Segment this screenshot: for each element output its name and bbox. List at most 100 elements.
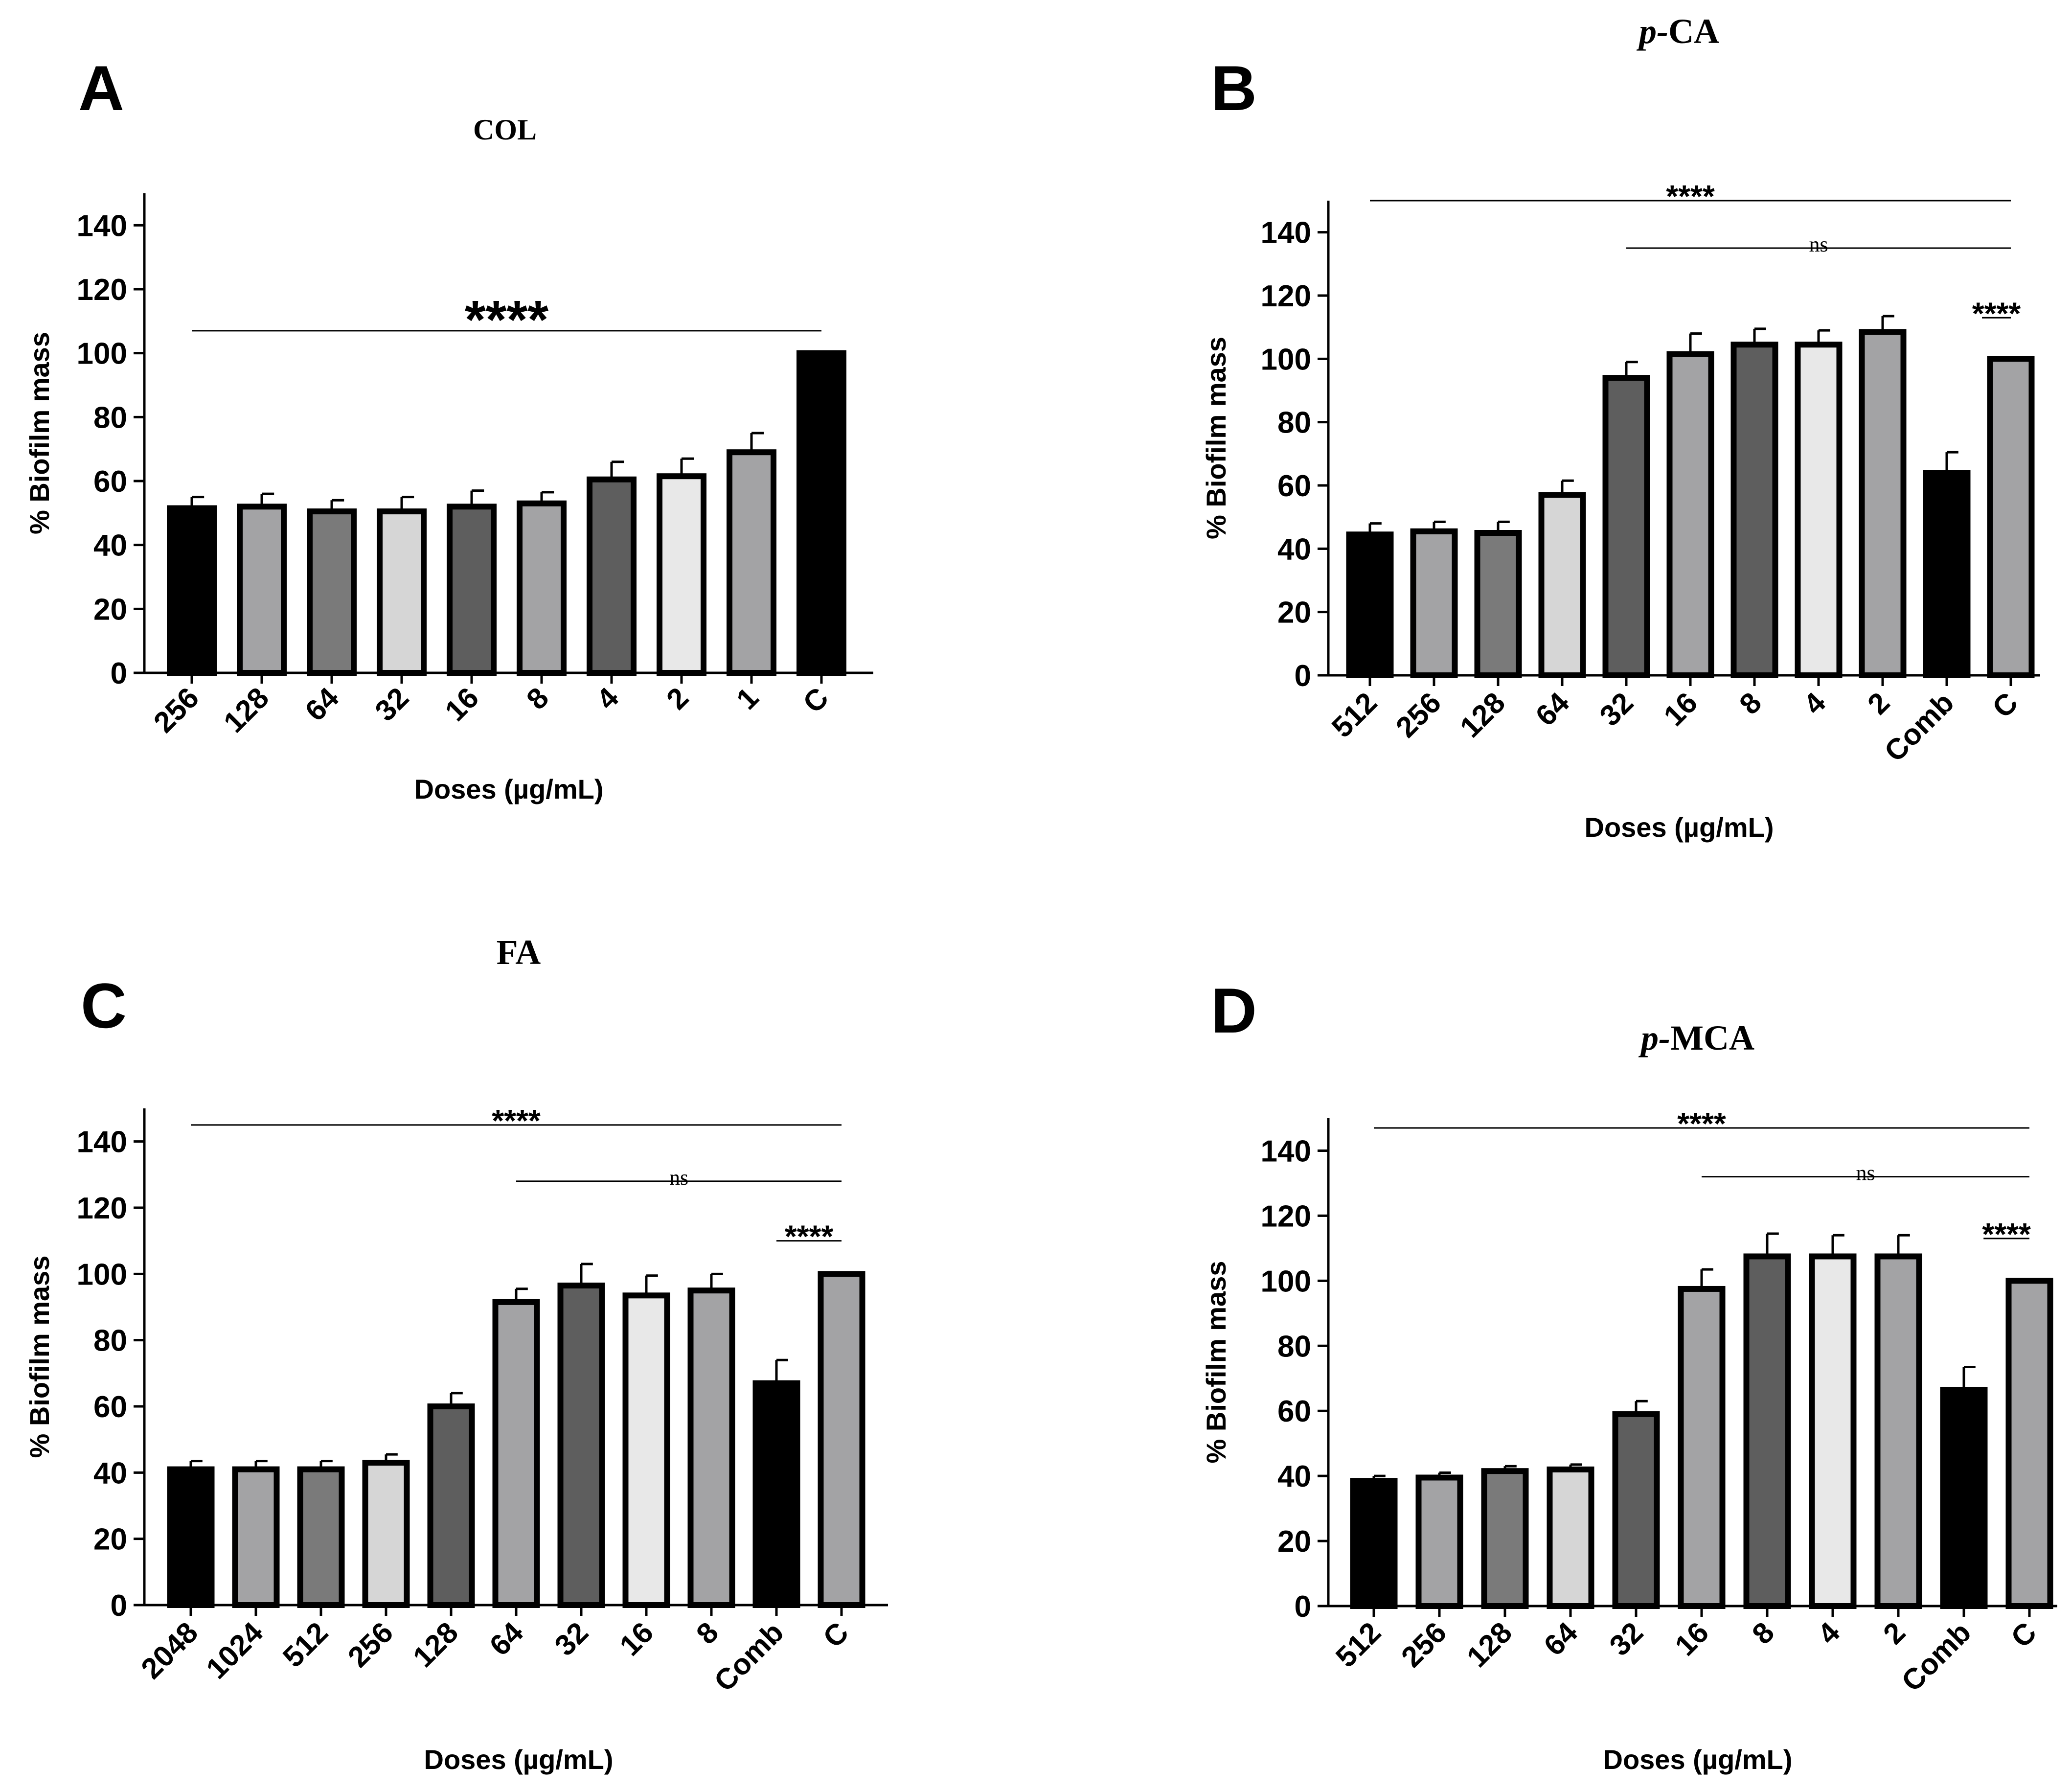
panel-letter: C [81,970,127,1041]
panel-letter: B [1211,52,1257,124]
bar [1410,528,1458,679]
significance-stars: **** [1666,179,1715,214]
x-axis-label: Doses (µg/mL) [1603,1744,1793,1775]
y-tick-label: 40 [1277,532,1311,566]
bar [1350,1478,1398,1609]
chart-title-text: COL [473,114,537,146]
chart-title-prefix: p- [1636,12,1668,51]
bar [1547,1466,1594,1609]
y-tick-label: 80 [1277,1330,1311,1363]
y-tick-label: 60 [93,465,127,499]
bar [1795,342,1843,678]
chart-title: FA [497,933,541,972]
chart-title-text: FA [497,933,541,972]
y-axis-label: % Biofilm mass [24,332,55,534]
bar [232,1466,280,1608]
bar [1859,329,1907,678]
bar [167,1466,215,1608]
bar [1678,1286,1726,1609]
bar [1940,1386,1988,1609]
y-tick-label: 120 [1261,279,1311,313]
bar [1538,492,1586,679]
y-tick-label: 40 [1277,1460,1311,1493]
x-axis-label: Doses (µg/mL) [424,1744,614,1775]
significance-stars: **** [1982,1217,2031,1252]
y-tick-label: 20 [93,1523,127,1557]
significance-stars: **** [1677,1106,1726,1141]
bar [1743,1253,1791,1609]
bar [1346,531,1394,678]
significance-stars: **** [1972,296,2021,331]
y-tick-label: 100 [1261,343,1311,376]
y-axis-label: % Biofilm mass [24,1256,55,1458]
bar [727,449,776,676]
y-tick-label: 140 [1261,216,1311,250]
chart-title-prefix: p- [1638,1018,1670,1057]
panel-letter: D [1211,975,1257,1046]
bar [1474,530,1522,678]
bar [517,500,567,676]
bar [447,504,497,676]
bar [1415,1474,1463,1609]
y-tick-label: 20 [1277,1525,1311,1559]
ns-label: ns [669,1166,688,1190]
y-tick-label: 120 [77,273,127,307]
x-axis-label: Doses (µg/mL) [414,774,604,804]
bar [1602,375,1650,678]
bar [427,1403,475,1608]
chart-title: p-CA [1636,12,1719,51]
ns-label: ns [1856,1161,1875,1185]
y-tick-label: 100 [1261,1264,1311,1298]
y-tick-label: 80 [93,1324,127,1358]
chart-title: COL [473,114,537,146]
bar [362,1460,410,1608]
bar [307,508,357,676]
y-tick-label: 140 [77,1126,127,1159]
bar [492,1299,540,1608]
y-tick-label: 80 [93,401,127,435]
y-tick-label: 140 [77,209,127,243]
y-tick-label: 140 [1261,1134,1311,1168]
y-tick-label: 60 [93,1390,127,1424]
bar [1874,1253,1922,1609]
chart-title: p-MCA [1638,1018,1754,1057]
bar [1612,1411,1660,1609]
y-tick-label: 0 [111,1589,127,1623]
bar [1809,1253,1857,1609]
bar [1666,351,1714,678]
y-tick-label: 40 [93,529,127,563]
chart-title-text: MCA [1670,1018,1754,1057]
x-axis-label: Doses (µg/mL) [1585,812,1774,843]
bar [557,1283,605,1608]
bar [1481,1468,1529,1609]
y-tick-label: 20 [1277,596,1311,630]
y-axis-label: % Biofilm mass [1201,337,1231,539]
y-tick-label: 0 [111,657,127,690]
bar [2005,1278,2053,1609]
bar [797,350,846,676]
y-tick-label: 60 [1277,469,1311,503]
y-tick-label: 60 [1277,1395,1311,1428]
significance-stars: **** [785,1219,834,1254]
bar [1923,470,1971,679]
bar [818,1271,865,1608]
significance-stars: **** [492,1103,541,1138]
bar [1730,342,1778,678]
y-tick-label: 0 [1295,659,1311,693]
y-tick-label: 100 [77,1258,127,1291]
bar [622,1292,670,1608]
y-tick-label: 40 [93,1456,127,1490]
bar [1987,356,2035,678]
bar [167,505,217,676]
bar [297,1466,345,1608]
bar [687,1287,735,1608]
panel-letter: A [78,52,124,124]
y-tick-label: 120 [77,1192,127,1225]
bar [657,473,706,676]
bar [377,508,427,676]
y-tick-label: 100 [77,337,127,371]
bar [752,1380,800,1608]
y-tick-label: 80 [1277,406,1311,440]
